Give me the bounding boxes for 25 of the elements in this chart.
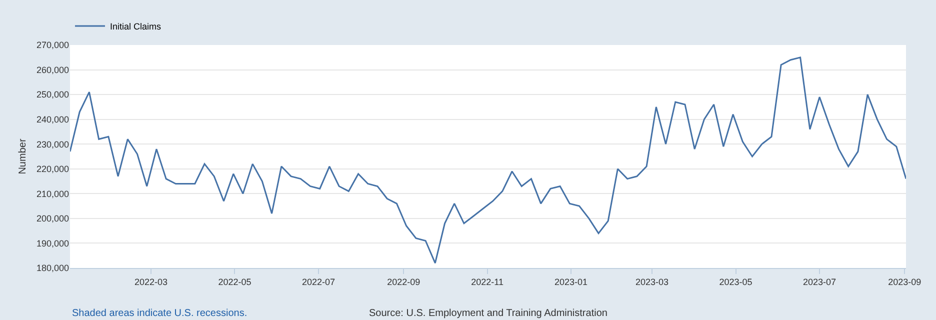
text: Shaded areas indicate U.S. recessions. — [72, 308, 248, 319]
y-axis-title: Number — [17, 138, 28, 174]
y-tick-label: 250,000 — [36, 90, 69, 100]
x-tick-label: 2022-03 — [134, 276, 168, 287]
y-tick-label: 230,000 — [36, 139, 69, 150]
source-note: Source: U.S. Employment and Training Administration — [369, 308, 608, 319]
y-tick-label: 180,000 — [36, 263, 69, 274]
y-tick-label: 270,000 — [36, 40, 69, 50]
y-tick-label: 210,000 — [36, 188, 69, 199]
x-tick-label: 2023-07 — [803, 276, 836, 287]
x-tick-label: 2023-03 — [636, 276, 669, 287]
y-tick-label: 200,000 — [36, 214, 69, 224]
x-tick-label: 2023-05 — [719, 276, 752, 287]
y-tick-label: 260,000 — [36, 64, 69, 75]
x-tick-label: 2023-09 — [888, 276, 922, 287]
x-tick-label: 2023-01 — [554, 276, 588, 287]
legend-label: Initial Claims — [110, 22, 162, 32]
x-tick-label: 2022-05 — [218, 276, 252, 287]
y-tick-label: 220,000 — [36, 164, 69, 174]
x-tick-label: 2022-11 — [471, 276, 504, 287]
y-tick-label: 190,000 — [36, 238, 69, 248]
x-tick-label: 2022-09 — [387, 276, 420, 287]
x-tick-label: 2022-07 — [302, 276, 335, 287]
line-series — [70, 56, 906, 264]
y-tick-label: 240,000 — [36, 114, 69, 124]
